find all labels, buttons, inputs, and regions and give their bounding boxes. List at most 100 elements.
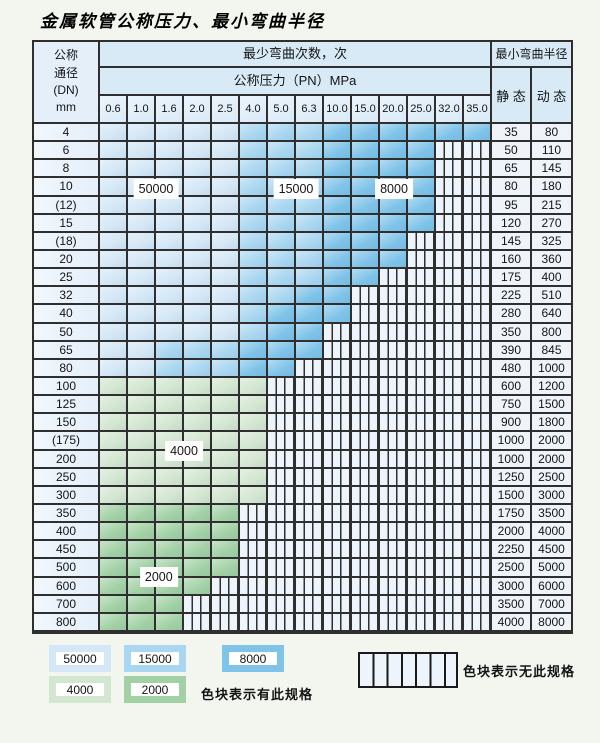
no-spec-cell [464,160,492,177]
no-spec-cell [436,559,464,576]
no-spec-cell [436,613,464,630]
static-radius-value: 3500 [492,595,532,612]
no-spec-cell [268,450,296,467]
spec-cell [212,160,240,177]
spec-cell [240,396,268,413]
no-spec-cell [408,341,436,358]
no-spec-cell [296,541,324,558]
pressure-columns-row: 0.6 1.0 1.6 2.0 2.5 4.0 5.0 6.3 10.0 15.0 20.0 25.0… [100,96,490,122]
spec-cell [324,214,352,231]
dynamic-radius-value: 845 [532,341,571,358]
has-spec-note: 色块表示有此规格 [201,687,314,702]
spec-cell [184,124,212,141]
spec-cell [156,269,184,286]
pn-col-header: 2.5 [212,96,240,122]
no-spec-cell [380,504,408,522]
no-spec-cell [464,504,492,522]
no-spec-cell [408,250,436,268]
spec-cell [408,178,436,195]
no-spec-cell [436,396,464,413]
spec-cell [128,232,156,249]
spec-cell [128,541,156,558]
spec-cell [128,377,156,395]
spec-table: 公称 通径 (DN) mm 最少弯曲次数，次 公称压力（PN）MPa 0.6 1.… [32,40,573,634]
dynamic-radius-value: 110 [532,142,571,159]
no-spec-cell [352,359,380,376]
spec-cell [156,196,184,213]
static-radius-value: 600 [492,377,532,395]
spec-cell [184,504,212,522]
spec-cell [296,305,324,322]
no-spec-cell [380,269,408,286]
spec-cell [408,214,436,231]
table-row: 32 225 510 [34,287,571,306]
spec-cell [128,142,156,159]
spec-cell [100,287,128,304]
spec-cell [184,214,212,231]
no-spec-cell [324,341,352,358]
spec-cell [268,341,296,358]
spec-cell [128,160,156,177]
no-spec-cell [464,305,492,322]
spec-cell [324,160,352,177]
spec-cell [184,541,212,558]
table-row: 25 175 400 [34,269,571,288]
no-spec-cell [436,250,464,268]
spec-cell [408,196,436,213]
static-radius-value: 225 [492,287,532,304]
no-spec-cell [324,595,352,612]
pn-col-header: 0.6 [100,96,128,122]
no-spec-cell [436,595,464,612]
no-spec-cell [380,559,408,576]
static-radius-value: 2250 [492,541,532,558]
no-spec-cell [380,396,408,413]
no-spec-cell [380,341,408,358]
dynamic-radius-value: 510 [532,287,571,304]
spec-cell [296,323,324,340]
table-row: 700 3500 7000 [34,595,571,614]
table-header: 公称 通径 (DN) mm 最少弯曲次数，次 公称压力（PN）MPa 0.6 1.… [34,42,571,124]
page-title: 金属软管公称压力、最小弯曲半径 [40,12,325,32]
table-row: 125 750 1500 [34,396,571,415]
no-spec-cell [436,450,464,467]
spec-cell [156,523,184,540]
no-spec-cell [436,196,464,213]
spec-cell [352,124,380,141]
static-radius-value: 160 [492,250,532,268]
table-row: 800 4000 8000 [34,613,571,632]
pn-col-header: 25.0 [408,96,436,122]
no-spec-cell [380,450,408,467]
spec-cell [100,323,128,340]
spec-cell [156,160,184,177]
spec-cell [184,287,212,304]
no-spec-cell [380,595,408,612]
spec-cell [380,124,408,141]
spec-cell [128,468,156,485]
dynamic-radius-value: 7000 [532,595,571,612]
spec-cell [268,160,296,177]
radius-header-group: 最小弯曲半径 静 态 动 态 [492,42,571,122]
spec-cell [380,142,408,159]
spec-cell [128,504,156,522]
spec-cell [212,559,240,576]
spec-cell [100,359,128,376]
row-dn-label: (175) [34,432,100,449]
table-body: 4 35 80 6 50 110 8 65 145 10 80 180 (12) 95 215 15 120 27… [34,124,571,632]
no-spec-cell [464,523,492,540]
static-radius-value: 1000 [492,432,532,449]
table-row: 65 390 845 [34,341,571,360]
no-spec-cell [436,377,464,395]
no-spec-cell [268,559,296,576]
no-spec-cell [268,414,296,431]
spec-cell [184,178,212,195]
no-spec-cell [408,523,436,540]
no-spec-cell [240,595,268,612]
row-dn-label: (18) [34,232,100,249]
pn-col-header: 2.0 [184,96,212,122]
spec-cell [128,450,156,467]
spec-cell [240,341,268,358]
spec-cell [100,377,128,395]
row-dn-label: 10 [34,178,100,195]
spec-cell [268,305,296,322]
row-dn-label: 500 [34,559,100,576]
